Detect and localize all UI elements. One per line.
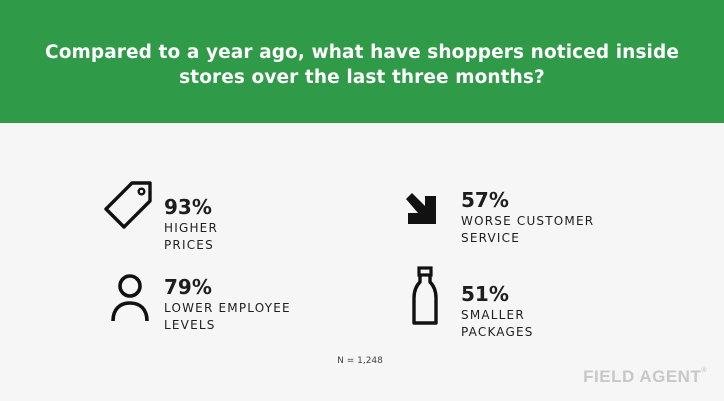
- logo-text: FIELD AGENT: [583, 367, 702, 386]
- stat-label: SMALLER PACKAGES: [461, 308, 534, 339]
- arrow-down-right-icon: [406, 193, 436, 224]
- person-icon: [111, 274, 149, 322]
- bottle-icon: [412, 266, 438, 325]
- stat-percent: 93%: [164, 195, 212, 219]
- stat-percent: 51%: [461, 282, 509, 306]
- price-tag-icon: [104, 181, 152, 229]
- registered-mark: ®: [701, 367, 707, 374]
- page-title: Compared to a year ago, what have shoppe…: [45, 42, 679, 88]
- stat-label: LOWER EMPLOYEE LEVELS: [164, 301, 291, 332]
- stat-label: WORSE CUSTOMER SERVICE: [461, 214, 595, 245]
- header-banner: Compared to a year ago, what have shoppe…: [0, 0, 724, 123]
- stat-label: HIGHER PRICES: [164, 221, 219, 252]
- field-agent-logo: FIELD AGENT®: [583, 367, 707, 387]
- sample-size-note: N = 1,248: [337, 356, 383, 366]
- stat-percent: 57%: [461, 188, 509, 212]
- stat-percent: 79%: [164, 275, 212, 299]
